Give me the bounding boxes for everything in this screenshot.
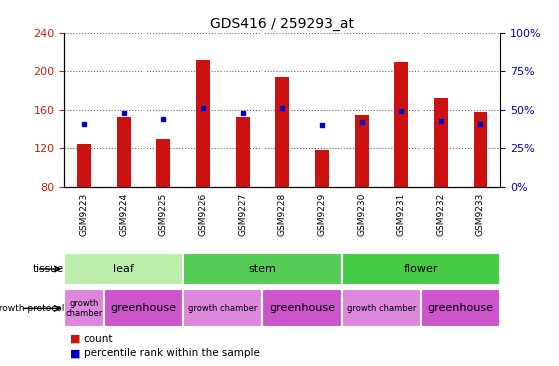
Bar [117,117,131,187]
Text: GSM9228: GSM9228 [278,193,287,236]
Bar [342,253,500,285]
Bar [276,77,289,187]
Bar [342,290,421,327]
Bar [421,290,500,327]
Bar [64,290,104,327]
Bar [183,253,342,285]
Text: leaf: leaf [113,264,134,274]
Text: flower: flower [404,264,438,274]
Text: GSM9232: GSM9232 [437,193,446,236]
Text: growth
chamber: growth chamber [65,299,103,318]
Text: GSM9225: GSM9225 [159,193,168,236]
Bar [77,144,91,187]
Bar [354,115,368,187]
Bar [64,253,183,285]
Text: count: count [84,333,113,344]
Text: GSM9231: GSM9231 [397,193,406,236]
Bar [434,98,448,187]
Text: ■: ■ [70,333,80,344]
Bar [315,150,329,187]
Text: GSM9227: GSM9227 [238,193,247,236]
Title: GDS416 / 259293_at: GDS416 / 259293_at [210,16,354,30]
Bar [236,117,249,187]
Bar [394,62,408,187]
Text: greenhouse: greenhouse [428,303,494,313]
Text: stem: stem [249,264,276,274]
Text: GSM9230: GSM9230 [357,193,366,236]
Bar [196,60,210,187]
Text: growth protocol: growth protocol [0,304,64,313]
Text: greenhouse: greenhouse [111,303,177,313]
Bar [263,290,342,327]
Text: growth chamber: growth chamber [347,304,416,313]
Text: growth chamber: growth chamber [188,304,258,313]
Text: GSM9226: GSM9226 [198,193,207,236]
Text: GSM9224: GSM9224 [119,193,128,236]
Text: tissue: tissue [33,264,64,274]
Text: ■: ■ [70,348,80,358]
Bar [473,112,487,187]
Text: GSM9233: GSM9233 [476,193,485,236]
Bar [104,290,183,327]
Bar [157,139,170,187]
Bar [183,290,263,327]
Text: GSM9229: GSM9229 [318,193,326,236]
Text: GSM9223: GSM9223 [79,193,89,236]
Text: greenhouse: greenhouse [269,303,335,313]
Text: percentile rank within the sample: percentile rank within the sample [84,348,260,358]
